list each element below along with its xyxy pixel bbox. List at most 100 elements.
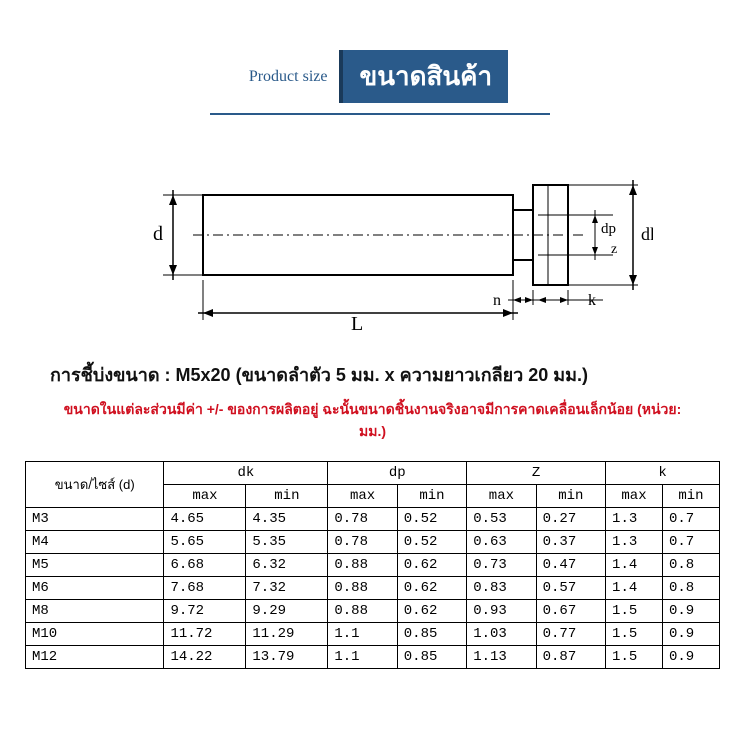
spec-line: การชี้บ่งขนาด : M5x20 (ขนาดลำตัว 5 มม. x… [50,360,695,389]
table-row: M45.655.350.780.520.630.371.30.7 [26,531,720,554]
col-dk: dk [164,462,328,485]
cell: 0.88 [328,600,397,623]
cell: 1.3 [606,531,663,554]
cell: 0.93 [467,600,536,623]
cell: 7.32 [246,577,328,600]
cell: 0.27 [536,508,605,531]
cell: 0.8 [662,554,719,577]
col-z: Z [467,462,606,485]
cell: 1.3 [606,508,663,531]
col-dp: dp [328,462,467,485]
sub-min: min [397,485,466,508]
cell: 7.68 [164,577,246,600]
cell: 5.65 [164,531,246,554]
table-header-row-1: ขนาด/ไซส์ (d) dk dp Z k [26,462,720,485]
cell: 6.68 [164,554,246,577]
label-d: d [153,223,163,245]
product-size-label: Product size [249,68,328,86]
sub-min: min [246,485,328,508]
cell: 0.78 [328,531,397,554]
sub-max: max [164,485,246,508]
row-size: M5 [26,554,164,577]
cell: 0.87 [536,646,605,669]
sub-min: min [662,485,719,508]
row-size: M8 [26,600,164,623]
table-row: M1011.7211.291.10.851.030.771.50.9 [26,623,720,646]
cell: 1.03 [467,623,536,646]
cell: 1.1 [328,646,397,669]
cell: 11.72 [164,623,246,646]
sub-max: max [467,485,536,508]
sub-max: max [328,485,397,508]
cell: 1.5 [606,623,663,646]
dimension-diagram: d dk dp z L [93,155,653,340]
cell: 0.53 [467,508,536,531]
row-size: M3 [26,508,164,531]
cell: 1.5 [606,600,663,623]
cell: 0.78 [328,508,397,531]
table-row: M67.687.320.880.620.830.571.40.8 [26,577,720,600]
label-L: L [351,313,363,335]
cell: 0.67 [536,600,605,623]
cell: 6.32 [246,554,328,577]
row-size: M4 [26,531,164,554]
table-row: M89.729.290.880.620.930.671.50.9 [26,600,720,623]
cell: 1.4 [606,577,663,600]
sub-min: min [536,485,605,508]
cell: 13.79 [246,646,328,669]
label-k: k [588,292,596,309]
label-dp: dp [601,221,616,237]
cell: 0.62 [397,600,466,623]
cell: 0.57 [536,577,605,600]
dimensions-table: ขนาด/ไซส์ (d) dk dp Z k max min max min … [25,461,720,669]
cell: 9.72 [164,600,246,623]
cell: 0.8 [662,577,719,600]
cell: 1.13 [467,646,536,669]
cell: 14.22 [164,646,246,669]
spec-note: ขนาดในแต่ละส่วนมีค่า +/- ของการผลิตอยู่ … [50,399,695,443]
cell: 0.62 [397,577,466,600]
label-dk: dk [641,224,653,244]
row-size: M10 [26,623,164,646]
cell: 0.9 [662,600,719,623]
cell: 0.77 [536,623,605,646]
header-underline [210,113,550,115]
cell: 0.9 [662,646,719,669]
cell: 0.88 [328,554,397,577]
cell: 4.65 [164,508,246,531]
cell: 1.4 [606,554,663,577]
cell: 0.37 [536,531,605,554]
cell: 0.7 [662,531,719,554]
row-size: M6 [26,577,164,600]
cell: 1.5 [606,646,663,669]
sub-max: max [606,485,663,508]
header: Product size ขนาดสินค้า [20,50,725,103]
col-size: ขนาด/ไซส์ (d) [26,462,164,508]
cell: 0.88 [328,577,397,600]
cell: 0.62 [397,554,466,577]
cell: 9.29 [246,600,328,623]
table-row: M1214.2213.791.10.851.130.871.50.9 [26,646,720,669]
cell: 0.52 [397,508,466,531]
cell: 0.7 [662,508,719,531]
cell: 0.73 [467,554,536,577]
cell: 5.35 [246,531,328,554]
cell: 11.29 [246,623,328,646]
spec-label: การชี้บ่งขนาด : [50,365,171,385]
spec-value: M5x20 (ขนาดลำตัว 5 มม. x ความยาวเกลียว 2… [176,365,589,385]
cell: 4.35 [246,508,328,531]
cell: 0.9 [662,623,719,646]
cell: 0.63 [467,531,536,554]
label-z: z [611,242,617,257]
cell: 0.85 [397,623,466,646]
col-k: k [606,462,720,485]
cell: 0.47 [536,554,605,577]
row-size: M12 [26,646,164,669]
cell: 0.85 [397,646,466,669]
title-badge: ขนาดสินค้า [339,50,508,103]
table-row: M34.654.350.780.520.530.271.30.7 [26,508,720,531]
cell: 0.52 [397,531,466,554]
label-n: n [493,292,501,309]
table-row: M56.686.320.880.620.730.471.40.8 [26,554,720,577]
cell: 0.83 [467,577,536,600]
